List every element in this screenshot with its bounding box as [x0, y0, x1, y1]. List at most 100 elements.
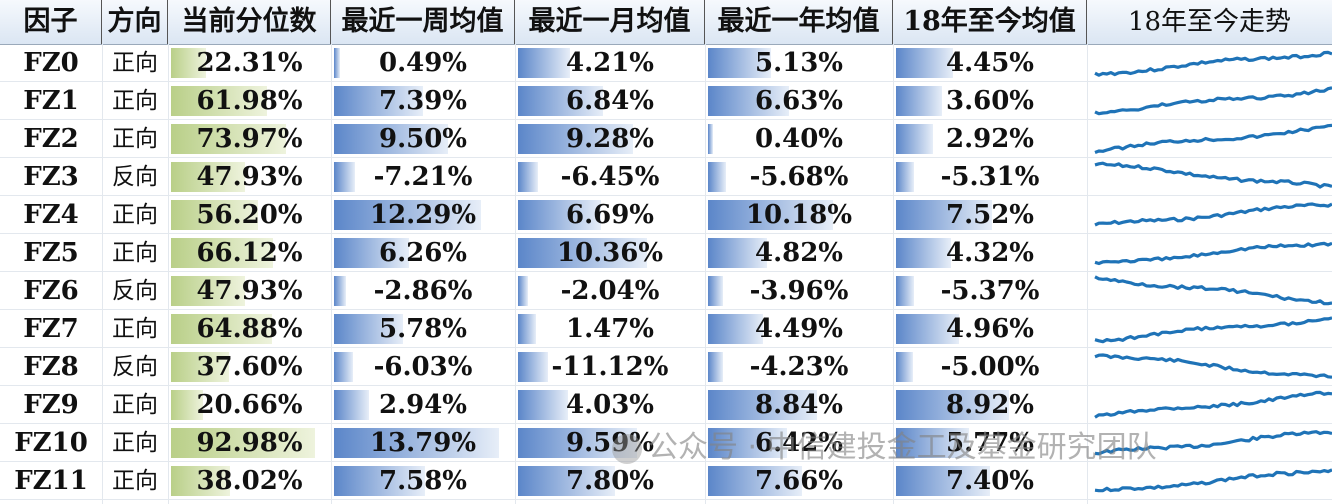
since18-mean-value: 4.96%: [945, 314, 1035, 344]
month-mean-bar: [518, 428, 638, 458]
percentile-bar: [171, 428, 316, 458]
since18-mean-value: 7.40%: [945, 466, 1035, 496]
week-mean-bar: [334, 86, 423, 116]
since18-mean-value: 8.92%: [945, 390, 1035, 420]
month-mean-cell: 6.84%: [515, 82, 705, 120]
factor-name: FZ2: [23, 124, 79, 154]
column-divider: [168, 44, 169, 504]
percentile-value: 73.97%: [196, 124, 303, 154]
header-cell: 18年至今均值: [893, 0, 1087, 44]
header-row: [0, 0, 1332, 45]
trend-line: [1094, 390, 1332, 419]
direction-label: 正向: [112, 202, 158, 228]
month-mean-cell: 10.36%: [515, 234, 705, 272]
trend-sparkline: [1094, 468, 1332, 493]
month-mean-bar: [518, 352, 549, 382]
month-mean-cell: 9.28%: [515, 120, 705, 158]
direction-label: 正向: [112, 468, 158, 494]
row-divider: [0, 119, 1332, 120]
week-mean-bar: [334, 162, 356, 192]
month-mean-value: 1.47%: [565, 314, 655, 344]
since18-mean-cell: 5.77%: [893, 424, 1087, 462]
year-mean-cell: 0.40%: [705, 120, 893, 158]
wechat-icon: [612, 433, 642, 464]
week-mean-value: 9.50%: [378, 124, 468, 154]
month-mean-value: -11.12%: [551, 352, 669, 382]
percentile-value: 56.20%: [196, 200, 303, 230]
direction-label: 正向: [112, 88, 158, 114]
month-mean-cell: -6.45%: [515, 158, 705, 196]
month-mean-value: 6.69%: [565, 200, 655, 230]
year-mean-value: 10.18%: [745, 200, 853, 230]
percentile-cell: 22.31%: [168, 44, 331, 82]
table-row: FZ3 反向 47.93% -7.21% -6.45% -5.68% -5.31%: [0, 158, 1332, 196]
month-mean-value: -2.04%: [560, 276, 660, 306]
trend-line: [1094, 50, 1332, 77]
month-mean-value: -6.45%: [560, 162, 660, 192]
month-mean-cell: -11.12%: [515, 348, 705, 386]
trend-cell: [1087, 234, 1332, 272]
month-mean-value: 7.80%: [565, 466, 655, 496]
since18-mean-bar: [896, 200, 992, 230]
trend-line: [1094, 123, 1332, 154]
row-divider: [0, 271, 1332, 272]
percentile-value: 92.98%: [196, 428, 303, 458]
week-mean-cell: 12.29%: [331, 196, 515, 234]
month-mean-bar: [518, 276, 529, 306]
year-mean-cell: 6.63%: [705, 82, 893, 120]
since18-mean-bar: [896, 124, 934, 154]
row-divider: [0, 157, 1332, 158]
trend-sparkline: [1094, 161, 1332, 189]
trend-line: [1094, 430, 1332, 456]
month-mean-bar: [518, 390, 569, 420]
year-mean-bar: [708, 86, 790, 116]
since18-mean-cell: 4.32%: [893, 234, 1087, 272]
year-mean-cell: 7.66%: [705, 462, 893, 500]
month-mean-cell: 7.80%: [515, 462, 705, 500]
week-mean-cell: -6.03%: [331, 348, 515, 386]
since18-mean-value: 2.92%: [945, 124, 1035, 154]
trend-line: [1094, 316, 1332, 344]
year-mean-bar: [708, 238, 768, 268]
week-mean-cell: 13.79%: [331, 424, 515, 462]
trend-line: [1094, 161, 1332, 189]
table-row: FZ1 正向 61.98% 7.39% 6.84% 6.63% 3.60%: [0, 82, 1332, 120]
trend-cell: [1087, 44, 1332, 82]
header-cell: 18年至今走势: [1127, 7, 1292, 37]
month-mean-bar: [518, 238, 647, 268]
month-mean-value: 4.03%: [565, 390, 655, 420]
week-mean-bar: [334, 314, 404, 344]
week-mean-cell: -7.21%: [331, 158, 515, 196]
year-mean-value: 8.84%: [754, 390, 844, 420]
since18-mean-cell: -5.37%: [893, 272, 1087, 310]
trend-sparkline: [1094, 123, 1332, 154]
year-mean-cell: 5.13%: [705, 44, 893, 82]
trend-sparkline: [1094, 50, 1332, 77]
watermark: 公众号 · 中信建投金工及基金研究团队: [612, 428, 1157, 468]
year-mean-bar: [708, 314, 764, 344]
since18-mean-bar: [896, 390, 1010, 420]
week-mean-bar: [334, 428, 500, 458]
since18-mean-value: -5.00%: [940, 352, 1040, 382]
percentile-bar: [171, 200, 259, 230]
factor-name: FZ7: [23, 314, 79, 344]
watermark-text: 公众号 · 中信建投金工及基金研究团队: [648, 430, 1157, 465]
trend-line: [1094, 353, 1332, 379]
direction-label: 正向: [112, 392, 158, 418]
trend-cell: [1087, 386, 1332, 424]
table-row: FZ10 正向 92.98% 13.79% 9.59% 6.42% 5.77%: [0, 424, 1332, 462]
year-mean-value: 6.63%: [754, 86, 844, 116]
week-mean-bar: [334, 200, 482, 230]
since18-mean-cell: 4.96%: [893, 310, 1087, 348]
since18-mean-bar: [896, 238, 951, 268]
row-divider: [0, 233, 1332, 234]
year-mean-cell: -4.23%: [705, 348, 893, 386]
year-mean-value: 4.82%: [754, 238, 844, 268]
percentile-value: 47.93%: [196, 162, 303, 192]
year-mean-bar: [708, 466, 803, 496]
week-mean-value: 0.49%: [378, 48, 468, 78]
since18-mean-bar: [896, 162, 914, 192]
trend-cell: [1087, 310, 1332, 348]
row-divider: [0, 309, 1332, 310]
percentile-value: 61.98%: [196, 86, 303, 116]
